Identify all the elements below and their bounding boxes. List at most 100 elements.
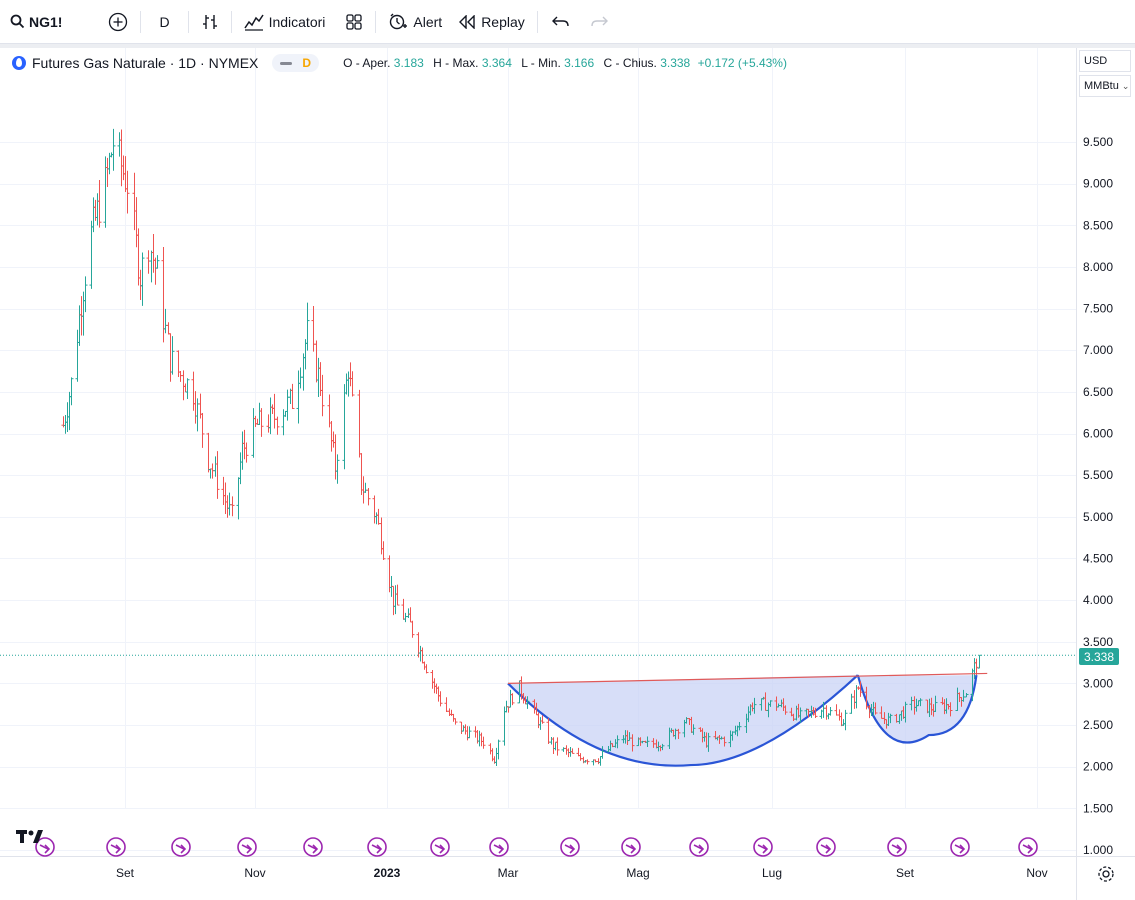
ohlc-bar — [783, 705, 788, 715]
open-value: 3.183 — [393, 56, 424, 70]
event-marker-stroke — [625, 844, 635, 850]
hide-series-icon — [280, 61, 293, 65]
layouts-icon — [345, 13, 363, 31]
event-marker-arrow — [115, 844, 122, 854]
settings-gear-icon[interactable] — [1096, 864, 1116, 884]
ohlc-bar — [155, 255, 160, 269]
event-marker-icon[interactable] — [816, 837, 836, 857]
ohlc-bar — [496, 739, 501, 760]
low-value: 3.166 — [564, 56, 595, 70]
ohlc-bar — [903, 701, 908, 723]
event-markers — [35, 837, 1038, 857]
price-tick-label: 9.500 — [1083, 135, 1113, 149]
event-marker-icon[interactable] — [621, 837, 641, 857]
event-marker-icon[interactable] — [367, 837, 387, 857]
ohlc-bar — [570, 748, 575, 754]
time-axis: Set Nov 2023 Mar Mag Lug Set Nov — [116, 866, 1048, 880]
ohlc-bar — [381, 541, 386, 560]
replay-button[interactable]: Replay — [450, 6, 533, 38]
event-marker-icon[interactable] — [489, 837, 509, 857]
price-tick-label: 2.500 — [1083, 718, 1113, 732]
event-marker-arrow — [959, 844, 966, 854]
price-tick-label: 8.500 — [1083, 218, 1113, 232]
search-icon — [10, 14, 25, 29]
ohlc-bar — [948, 702, 953, 717]
ohlc-bar — [467, 726, 472, 739]
event-marker-icon[interactable] — [430, 837, 450, 857]
event-marker-stroke — [39, 844, 49, 850]
event-marker-icon[interactable] — [303, 837, 323, 857]
low-label: L - Min. — [521, 56, 561, 70]
time-tick-label: Lug — [762, 866, 782, 880]
legend-title[interactable]: Futures Gas Naturale · 1D · NYMEX — [32, 55, 259, 71]
ohlc-bar — [918, 698, 923, 707]
layouts-button[interactable] — [337, 6, 371, 38]
price-tick-label: 3.000 — [1083, 676, 1113, 690]
event-marker-stroke — [954, 844, 964, 850]
event-marker-icon[interactable] — [171, 837, 191, 857]
unit-selector[interactable]: MMBtu ⌄ — [1079, 75, 1131, 97]
event-marker-icon[interactable] — [887, 837, 907, 857]
event-marker-arrow — [246, 844, 253, 854]
ohlc-bar — [888, 713, 893, 724]
event-marker-icon[interactable] — [560, 837, 580, 857]
open-label: O - Aper. — [343, 56, 391, 70]
price-chart[interactable]: 9.500 9.000 8.500 8.000 7.500 7.000 6.500 6.000… — [0, 48, 1135, 900]
ohlc-bar — [335, 454, 340, 484]
undo-button[interactable] — [542, 6, 580, 38]
event-marker-icon[interactable] — [689, 837, 709, 857]
alert-icon — [388, 12, 408, 32]
ohlc-bar — [140, 252, 145, 306]
event-marker-stroke — [110, 844, 120, 850]
indicators-button[interactable]: Indicatori — [236, 6, 334, 38]
event-marker-icon[interactable] — [35, 837, 55, 857]
alert-button[interactable]: Alert — [380, 6, 450, 38]
time-tick-label: Mag — [626, 866, 649, 880]
event-marker-stroke — [757, 844, 767, 850]
currency-label: USD — [1084, 55, 1108, 67]
chart-overlay — [0, 654, 1076, 685]
visibility-toggle[interactable]: D — [272, 54, 320, 72]
price-tick-label: 8.000 — [1083, 260, 1113, 274]
ohlc-bar — [259, 408, 264, 437]
indicators-label: Indicatori — [268, 13, 326, 30]
gas-flame-icon — [12, 56, 26, 70]
ohlc-bar — [828, 707, 833, 716]
ohlc-bar — [676, 728, 681, 740]
event-marker-icon[interactable] — [1018, 837, 1038, 857]
ohlc-bar — [83, 276, 88, 313]
event-marker-icon[interactable] — [950, 837, 970, 857]
event-marker-stroke — [434, 844, 444, 850]
price-tick-label: 3.500 — [1083, 635, 1113, 649]
symbol-search-button[interactable]: NG1! — [0, 6, 70, 38]
event-marker-arrow — [825, 844, 832, 854]
alert-label: Alert — [413, 13, 443, 30]
ohlc-bar — [481, 736, 486, 749]
redo-button[interactable] — [580, 6, 618, 38]
currency-selector[interactable]: USD — [1079, 50, 1131, 72]
event-marker-stroke — [564, 844, 574, 850]
ohlc-bar — [395, 584, 400, 606]
toolbar-divider — [230, 10, 232, 33]
price-tick-label: 5.500 — [1083, 468, 1113, 482]
tradingview-logo[interactable] — [16, 829, 46, 850]
ohlc-bar — [722, 736, 727, 747]
ohlc-bar — [125, 170, 130, 214]
event-marker-icon[interactable] — [106, 837, 126, 857]
interval-button[interactable]: D — [145, 6, 183, 38]
close-value: 3.338 — [660, 56, 691, 70]
toolbar-divider — [375, 10, 377, 33]
ohlc-bar — [843, 709, 848, 731]
ohlc-bar — [290, 383, 295, 410]
event-marker-arrow — [762, 844, 769, 854]
ohlc-bar — [974, 658, 979, 676]
change-value: +0.172 (+5.43%) — [697, 56, 787, 70]
ohlc-bar — [540, 715, 545, 724]
event-marker-icon[interactable] — [237, 837, 257, 857]
chart-style-button[interactable] — [193, 6, 227, 38]
ohlc-bar — [69, 377, 74, 406]
replay-icon — [458, 14, 476, 29]
compare-symbol-button[interactable] — [100, 6, 136, 38]
event-marker-icon[interactable] — [753, 837, 773, 857]
price-tick-label: 9.000 — [1083, 177, 1113, 191]
